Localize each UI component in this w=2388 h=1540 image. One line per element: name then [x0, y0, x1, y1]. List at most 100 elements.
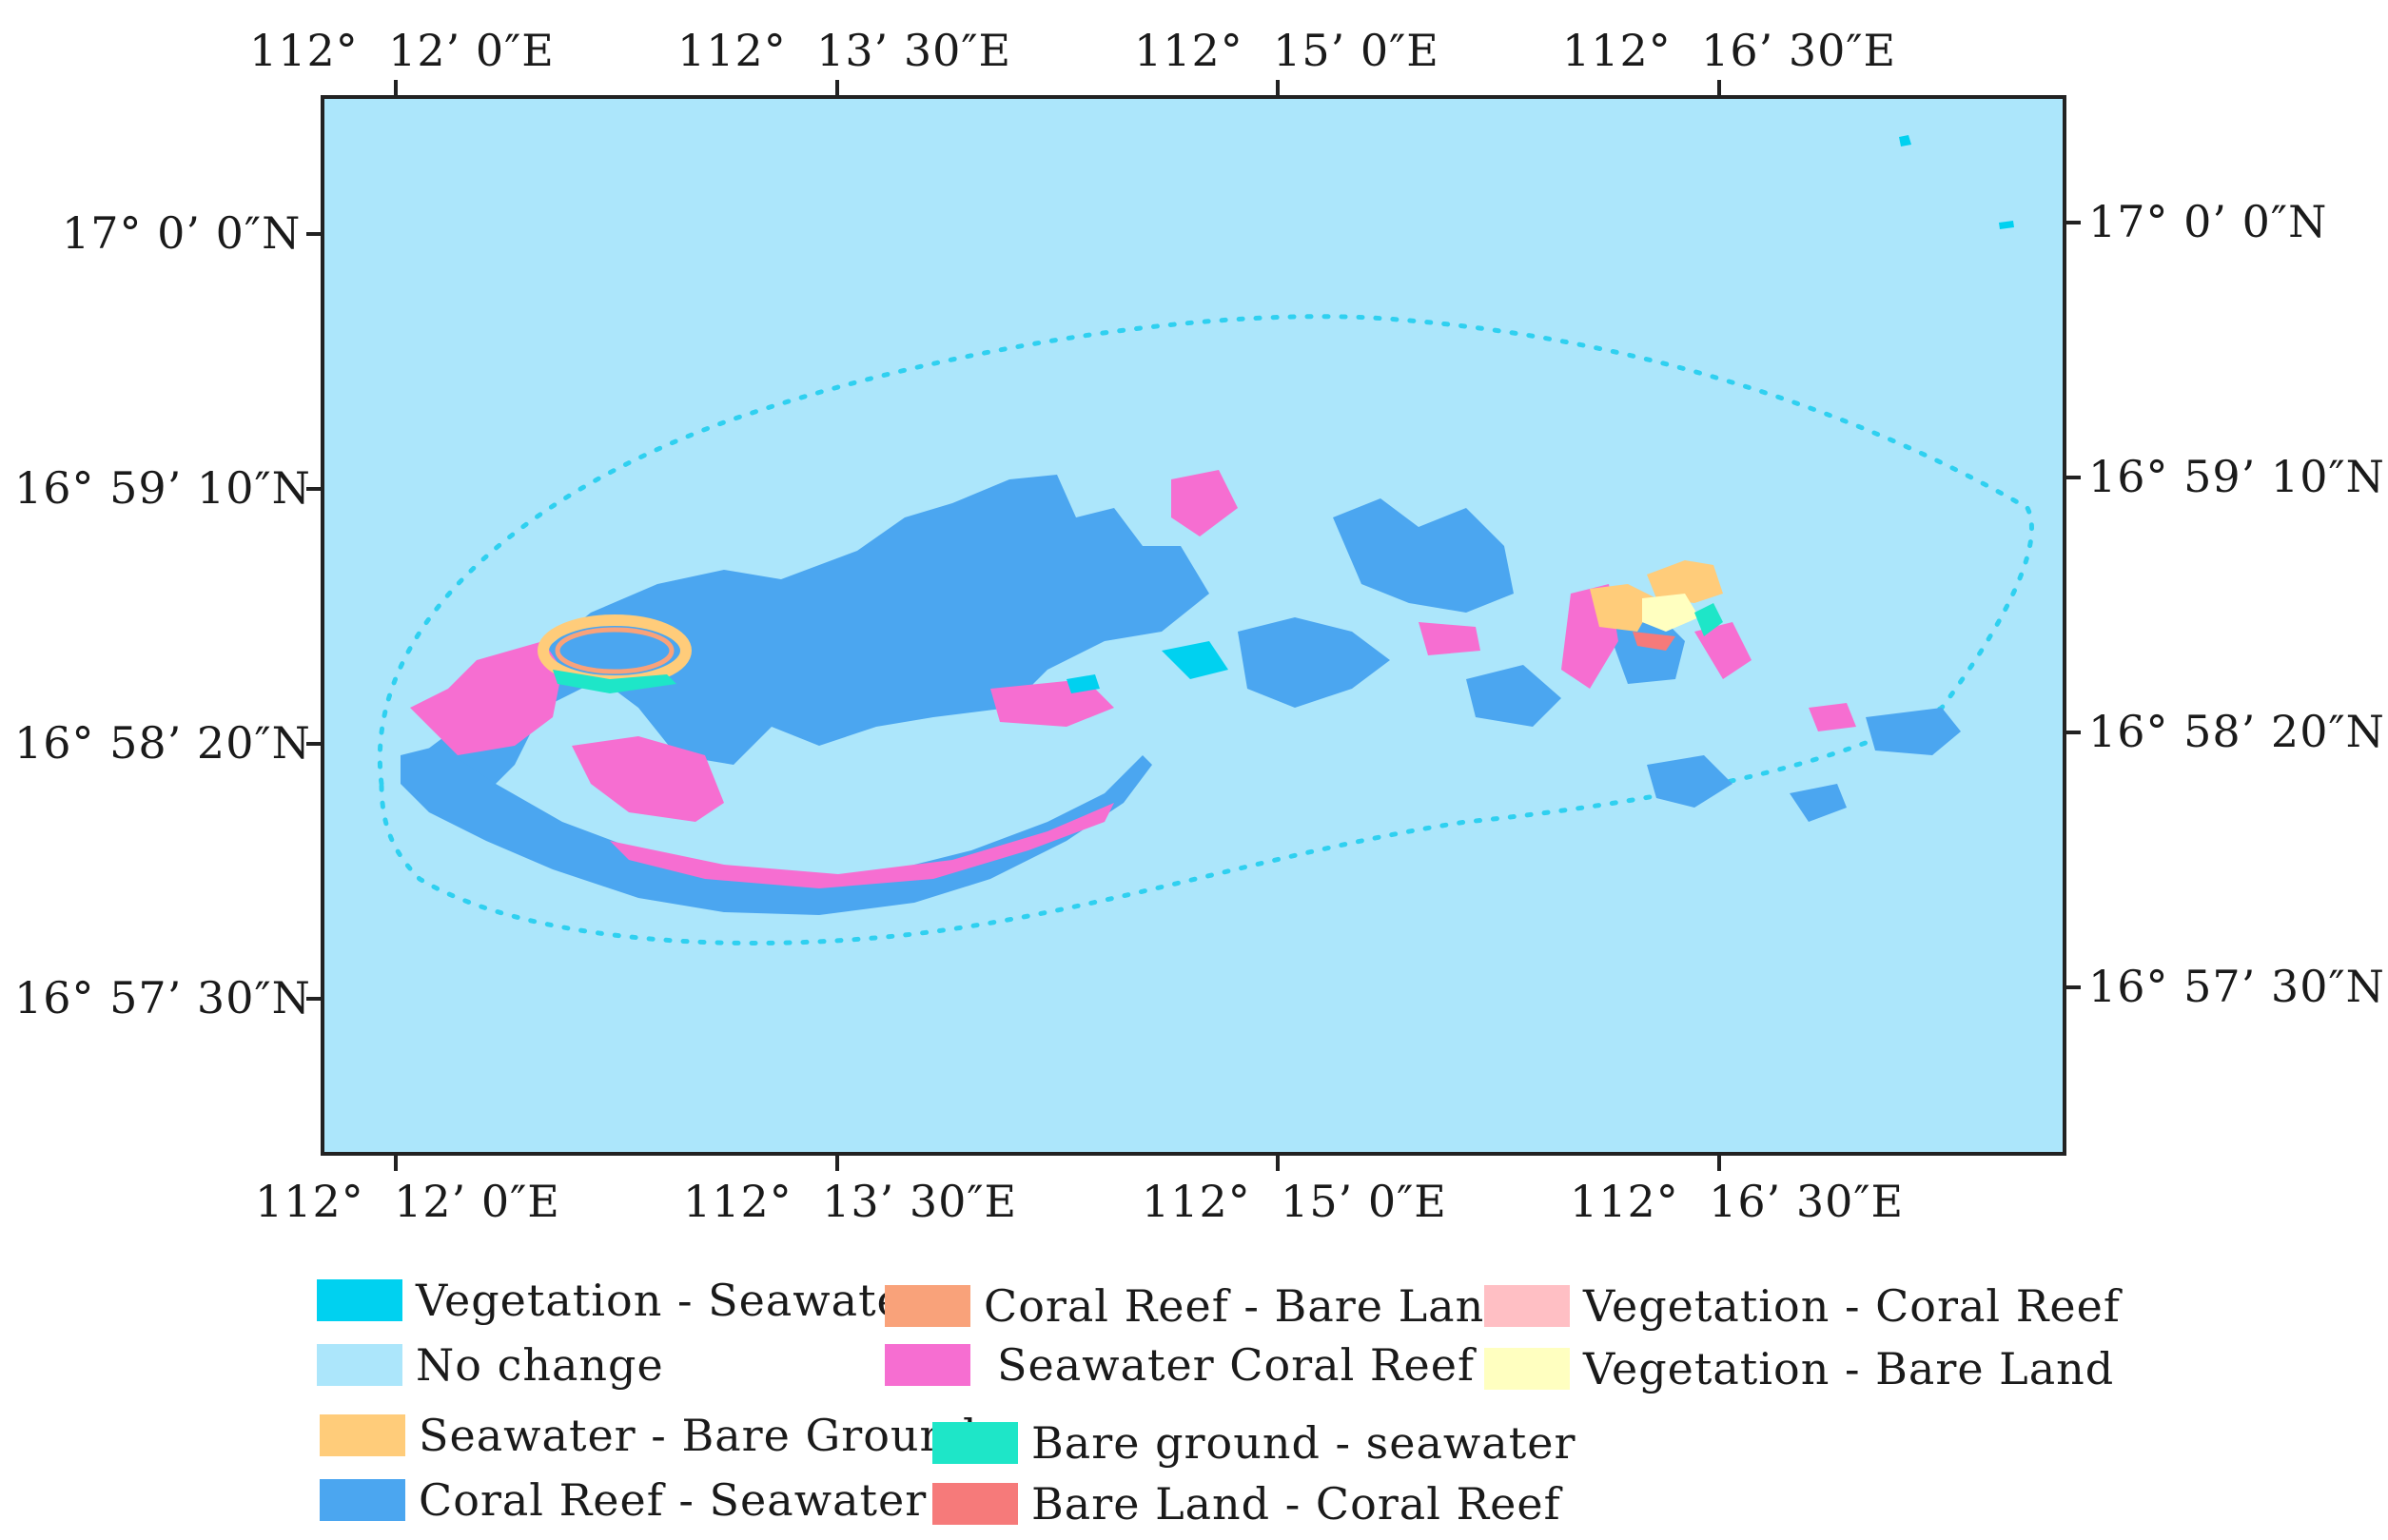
legend-item-bare-ground-seawater: Bare ground - seawater: [932, 1417, 1576, 1469]
lon-degree: 112°: [683, 1176, 793, 1227]
lon-minute: 12’ 0″E: [388, 25, 555, 76]
legend-swatch: [320, 1414, 405, 1456]
change-detection-map: [321, 95, 2066, 1156]
right-lat-label-4: 16° 57’ 30″N: [2088, 961, 2385, 1012]
seawater-coral-reef-patch-far-east: [1809, 703, 1856, 731]
vegetation-bare-land-east: [1642, 594, 1699, 632]
lon-minute: 16’ 30″E: [1709, 1176, 1905, 1227]
coral-reef-seawater-region-east-3: [1647, 755, 1732, 808]
lon-minute: 12’ 0″E: [394, 1176, 560, 1227]
tick-top-1: [394, 80, 398, 97]
legend-label: Seawater Coral Reef: [997, 1339, 1476, 1391]
legend-label: Coral Reef - Seawater: [419, 1474, 928, 1526]
legend-swatch: [932, 1483, 1018, 1525]
atoll-rim: [377, 314, 2034, 945]
lon-degree: 112°: [1142, 1176, 1251, 1227]
legend-label: Vegetation - Seawater: [416, 1275, 926, 1326]
tick-right-4: [2065, 985, 2081, 989]
legend-swatch: [317, 1344, 402, 1386]
legend-swatch: [320, 1479, 405, 1521]
tick-left-3: [306, 742, 323, 746]
legend-item-seawater-coral-reef: Seawater Coral Reef: [885, 1339, 1475, 1391]
legend-item-coral-reef-bare-land: Coral Reef - Bare Land: [885, 1280, 1514, 1332]
seawater-coral-reef-patch-east-2: [1694, 622, 1752, 679]
tick-bottom-1: [394, 1154, 398, 1171]
legend-swatch: [885, 1344, 970, 1386]
lon-degree: 112°: [1570, 1176, 1679, 1227]
vegetation-seawater-patch-mid: [1067, 674, 1100, 693]
coral-reef-seawater-region-center: [1333, 498, 1514, 613]
top-lon-label-3: 112° 15’ 0″E: [1134, 29, 1439, 72]
legend-label: Bare Land - Coral Reef: [1031, 1478, 1561, 1530]
seawater-coral-reef-patch-south: [610, 803, 1114, 888]
coral-reef-seawater-region-east-2: [1866, 708, 1961, 755]
lon-minute: 13’ 30″E: [816, 25, 1012, 76]
lon-degree: 112°: [1562, 25, 1672, 76]
bottom-lon-label-3: 112° 15’ 0″E: [1142, 1179, 1447, 1223]
legend-item-bare-land-coral-reef: Bare Land - Coral Reef: [932, 1478, 1561, 1530]
legend-swatch: [885, 1285, 970, 1327]
lon-minute: 16’ 30″E: [1701, 25, 1897, 76]
legend-item-vegetation-coral-reef: Vegetation - Coral Reef: [1484, 1280, 2121, 1332]
tick-right-3: [2065, 731, 2081, 734]
tick-right-1: [2065, 221, 2081, 224]
tick-left-2: [306, 487, 323, 491]
tick-left-1: [306, 232, 323, 236]
legend-label: No change: [416, 1339, 664, 1391]
coral-reef-bare-land-ring-west: [555, 627, 675, 674]
vegetation-seawater-speck-e: [1999, 221, 2014, 229]
coral-reef-seawater-region-mid-2: [1466, 665, 1561, 727]
legend-item-seawater-bare-ground: Seawater - Bare Ground: [320, 1410, 978, 1461]
legend-label: Vegetation - Coral Reef: [1583, 1280, 2121, 1332]
top-lon-label-4: 112° 16’ 30″E: [1562, 29, 1896, 72]
coral-reef-seawater-region-mid: [1238, 617, 1390, 708]
legend-label: Coral Reef - Bare Land: [984, 1280, 1514, 1332]
tick-top-3: [1276, 80, 1280, 97]
tick-bottom-4: [1717, 1154, 1721, 1171]
left-lat-label-4: 16° 57’ 30″N: [14, 972, 311, 1023]
bottom-lon-label-2: 112° 13’ 30″E: [683, 1179, 1017, 1223]
seawater-bare-ground-east-2: [1647, 560, 1723, 603]
lon-minute: 15’ 0″E: [1273, 25, 1439, 76]
seawater-coral-reef-patch-west: [410, 641, 562, 755]
legend-label: Bare ground - seawater: [1031, 1417, 1576, 1469]
seawater-coral-reef-patch-center-2: [1419, 622, 1480, 655]
legend-swatch: [1484, 1348, 1570, 1390]
legend-label: Vegetation - Bare Land: [1583, 1343, 2115, 1394]
seawater-coral-reef-patch-sw: [572, 736, 724, 822]
bare-land-coral-reef-east: [1633, 632, 1675, 651]
coral-reef-seawater-region-south-arc: [401, 746, 1152, 915]
lon-minute: 15’ 0″E: [1281, 1176, 1447, 1227]
lon-degree: 112°: [255, 1176, 364, 1227]
tick-right-2: [2065, 476, 2081, 479]
top-lon-label-2: 112° 13’ 30″E: [677, 29, 1011, 72]
legend-label: Seawater - Bare Ground: [419, 1410, 978, 1461]
legend-item-vegetation-seawater: Vegetation - Seawater: [317, 1275, 926, 1326]
map-canvas: [377, 135, 2034, 945]
seawater-bare-ground-east: [1590, 584, 1656, 632]
tick-top-2: [835, 80, 839, 97]
lon-minute: 13’ 30″E: [822, 1176, 1018, 1227]
vegetation-seawater-patch-center: [1162, 641, 1228, 679]
left-lat-label-3: 16° 58’ 20″N: [14, 717, 311, 769]
bare-ground-seawater-east: [1694, 603, 1723, 636]
left-lat-label-2: 16° 59’ 10″N: [14, 462, 311, 514]
top-lon-label-1: 112° 12’ 0″E: [249, 29, 555, 72]
bottom-lon-label-1: 112° 12’ 0″E: [255, 1179, 560, 1223]
bare-ground-seawater-band-west: [553, 670, 676, 693]
legend-item-no-change: No change: [317, 1339, 664, 1391]
lon-degree: 112°: [249, 25, 359, 76]
legend-swatch: [317, 1279, 402, 1321]
coral-reef-seawater-region-east-4: [1790, 784, 1847, 822]
legend-item-vegetation-bare-land: Vegetation - Bare Land: [1484, 1343, 2114, 1394]
bottom-lon-label-4: 112° 16’ 30″E: [1570, 1179, 1904, 1223]
legend-swatch: [932, 1422, 1018, 1464]
lon-degree: 112°: [677, 25, 787, 76]
tick-bottom-2: [835, 1154, 839, 1171]
right-lat-label-1: 17° 0’ 0″N: [2088, 196, 2328, 247]
tick-top-4: [1717, 80, 1721, 97]
right-lat-label-2: 16° 59’ 10″N: [2088, 451, 2385, 502]
vegetation-seawater-speck-ne: [1899, 135, 1911, 146]
tick-left-4: [306, 997, 323, 1001]
lon-degree: 112°: [1134, 25, 1243, 76]
